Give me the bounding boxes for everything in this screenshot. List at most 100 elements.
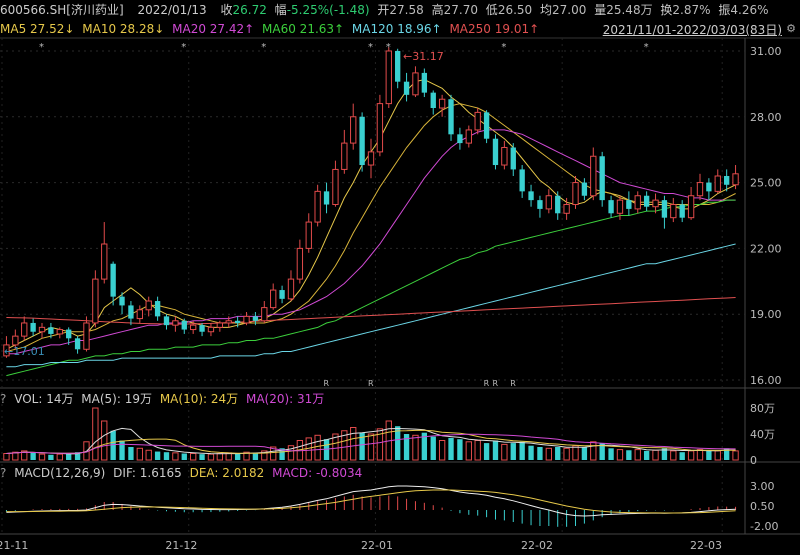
macd-tick-label: -2.00 xyxy=(750,520,778,533)
vol-value: 25.48万 xyxy=(606,3,653,17)
close-value: 26.72 xyxy=(232,3,267,17)
candle-body xyxy=(376,103,384,153)
volume-bar xyxy=(572,445,579,461)
amp-label: 振 xyxy=(718,3,731,17)
volume-bar xyxy=(723,448,730,460)
ma250-line xyxy=(6,297,736,325)
candle-body xyxy=(465,129,472,144)
volume-bar xyxy=(145,449,152,461)
vol-ma10-label: MA(10): 24万 xyxy=(159,392,239,406)
candle-body xyxy=(66,329,72,339)
turnover-value: 2.87% xyxy=(672,3,711,17)
quote-header: 600566.SH[济川药业] 2022/01/13 收26.72 幅-5.25… xyxy=(0,2,773,20)
volume-bar xyxy=(74,452,81,460)
volume-bar xyxy=(634,449,641,461)
vol-value-label: VOL: 14万 xyxy=(14,392,74,406)
vol-help-icon[interactable]: ? xyxy=(0,392,7,406)
candle-body xyxy=(448,99,454,135)
vol-ma10-line xyxy=(6,429,736,454)
macd-help-icon[interactable]: ? xyxy=(0,466,7,480)
volume-bar xyxy=(21,450,28,461)
candle-body xyxy=(545,195,552,210)
candle-body xyxy=(314,190,321,223)
volume-bar xyxy=(216,453,224,461)
volume-bar xyxy=(501,443,508,461)
change-label: 幅 xyxy=(274,3,287,17)
candle-body xyxy=(128,305,134,319)
volume-bar xyxy=(714,450,721,461)
low-label: 低 xyxy=(485,3,498,17)
star-marker: * xyxy=(644,42,649,53)
date-tick-label: 21-12 xyxy=(165,539,197,552)
star-marker: * xyxy=(501,42,506,53)
volume-bar xyxy=(590,441,597,461)
candle-body xyxy=(323,191,330,205)
price-tick-label: 22.00 xyxy=(750,242,782,255)
candle-body xyxy=(457,134,463,144)
star-marker: * xyxy=(181,42,186,53)
candle-body xyxy=(395,50,401,82)
vol-ma5-line xyxy=(6,427,736,455)
candle-body xyxy=(510,147,516,170)
candle-body xyxy=(270,289,277,309)
volume-bar xyxy=(483,443,490,460)
candle-body xyxy=(21,322,28,337)
volume-bar xyxy=(457,439,463,460)
vol-tick-label: 40万 xyxy=(750,428,775,441)
volume-bar xyxy=(732,450,739,461)
candle-body xyxy=(163,316,170,326)
volume-bar xyxy=(563,447,570,461)
candle-body xyxy=(572,182,579,206)
volume-bar xyxy=(643,450,650,460)
volume-bar xyxy=(474,440,481,461)
macd-tick-label: 3.00 xyxy=(750,480,775,493)
volume-bar xyxy=(395,426,401,460)
volume-bar xyxy=(110,430,116,460)
volume-bar xyxy=(696,449,704,461)
candle-body xyxy=(519,169,525,192)
volume-bar xyxy=(56,453,63,461)
candle-body xyxy=(110,263,116,297)
volume-bar xyxy=(332,433,339,461)
ma250-legend: MA250 19.01↑ xyxy=(449,22,540,36)
macd-title: MACD(12,26,9) xyxy=(14,466,106,480)
candle-body xyxy=(359,116,365,166)
volume-bar xyxy=(252,452,259,460)
volume-bar xyxy=(528,445,534,460)
candle-body xyxy=(723,176,730,185)
candle-body xyxy=(732,173,739,186)
settings-icon[interactable]: ⚙ xyxy=(786,22,796,35)
macd-dif: DIF: 1.6165 xyxy=(113,466,182,480)
candle-body xyxy=(501,146,508,166)
vol-ma20-line xyxy=(6,433,736,454)
price-tick-label: 28.00 xyxy=(750,111,782,124)
candle-body xyxy=(563,204,570,214)
candle-body xyxy=(590,155,597,197)
candle-body xyxy=(385,50,392,105)
candle-body xyxy=(679,204,685,218)
date-range-link[interactable]: 2021/11/01-2022/03/03(83日) xyxy=(602,23,782,37)
open-label: 开 xyxy=(377,3,390,17)
candle-body xyxy=(706,182,712,192)
volume-bar xyxy=(199,454,205,460)
amp-value: 4.26% xyxy=(730,3,769,17)
candle-body xyxy=(190,324,197,331)
close-label: 收 xyxy=(220,3,233,17)
date-tick-label: 22-02 xyxy=(521,539,553,552)
volume-bar xyxy=(136,447,143,461)
avg-label: 均 xyxy=(540,3,553,17)
volume-bar xyxy=(403,434,410,460)
volume-bar xyxy=(30,452,36,460)
symbol: 600566.SH[济川药业] xyxy=(0,3,124,17)
volume-bar xyxy=(626,450,632,460)
price-tick-label: 19.00 xyxy=(750,308,782,321)
volume-bar xyxy=(207,453,215,461)
volume-bar xyxy=(314,434,321,461)
candle-body xyxy=(537,200,543,209)
volume-bar xyxy=(279,448,285,460)
volume-bar xyxy=(492,440,499,460)
candle-body xyxy=(296,247,304,280)
r-marker: R xyxy=(368,379,374,388)
candle-body xyxy=(74,338,81,350)
